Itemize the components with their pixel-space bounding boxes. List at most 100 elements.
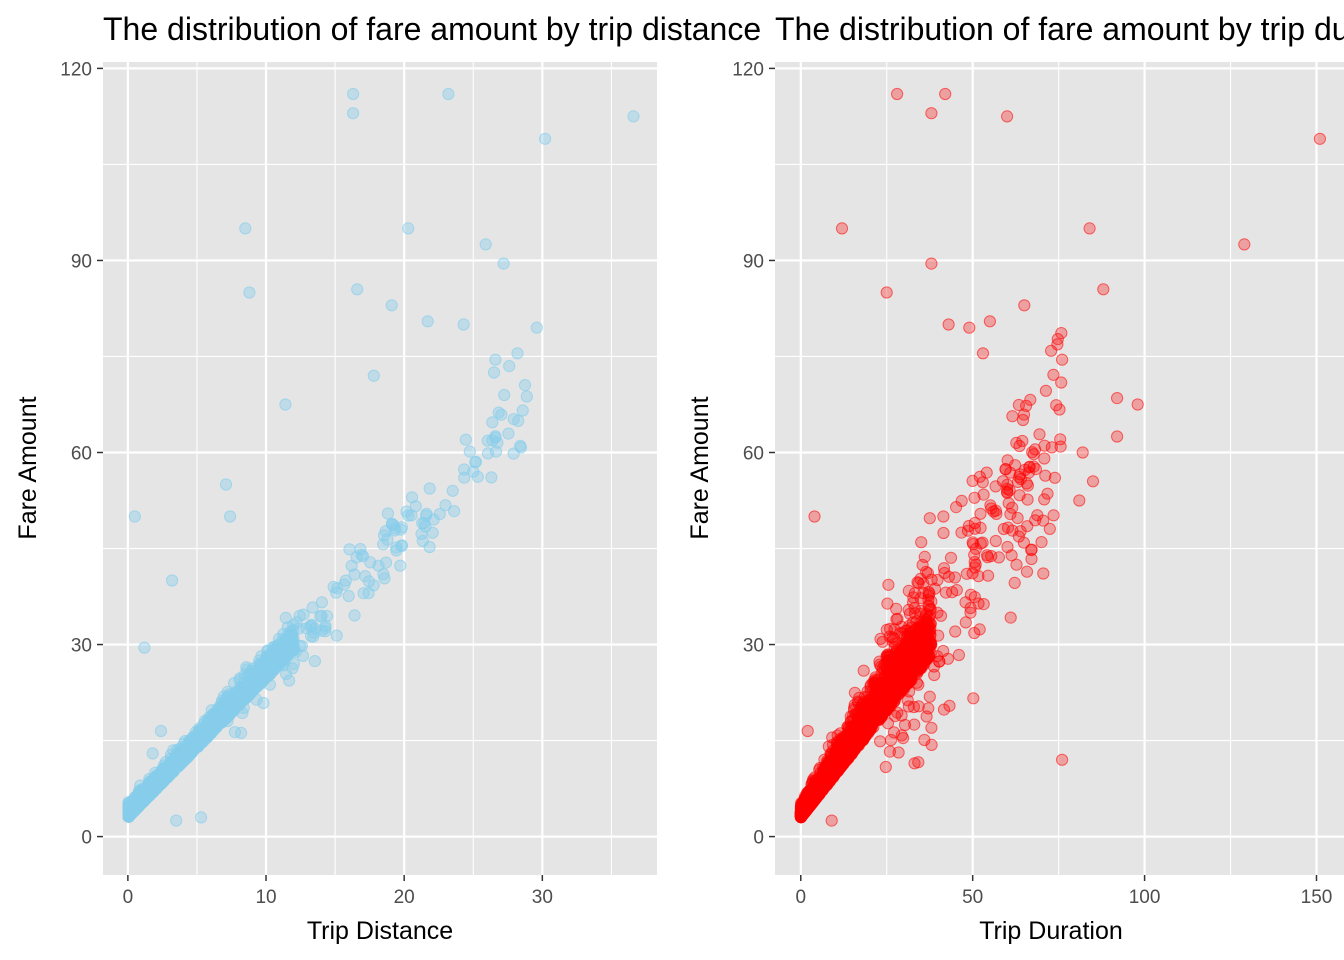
duration-point [857,664,870,677]
distance-point [261,645,274,658]
distance-point [394,559,407,572]
distance-point [199,727,212,741]
distance-point [138,641,151,654]
distance-point [170,814,183,827]
distance-point [388,522,401,535]
distance-point [226,701,239,714]
distance-y-axis-title: Fare Amount [14,396,42,539]
distance-points [122,87,640,827]
distance-point [377,568,390,581]
distance-point [418,517,431,530]
distance-point [446,484,459,497]
distance-point [266,664,280,677]
distance-point [514,441,528,454]
distance-point [459,433,472,446]
distance-x-tick-label: 10 [255,887,276,908]
distance-point [282,631,295,644]
distance-point [126,806,139,819]
distance-x-axis: 0 10 20 30 [123,875,553,908]
distance-point [421,315,434,328]
distance-point [400,505,413,518]
distance-chart-title: The distribution of fare amount by trip … [103,11,761,47]
distance-point [415,527,428,541]
distance-point [283,674,296,687]
distance-point [530,321,543,334]
distance-point [293,609,306,622]
distance-point [179,748,192,761]
distance-point [316,624,329,637]
distance-point [252,658,265,671]
distance-point [243,286,256,299]
distance-point [385,299,398,312]
distance-point [463,445,476,458]
distance-point [518,379,532,392]
distance-point [362,575,375,588]
distance-point [219,478,233,491]
distance-point [128,510,141,523]
distance-point [377,529,391,542]
distance-point [458,463,471,476]
distance-point [497,257,510,270]
distance-point [228,726,241,739]
distance-point [330,586,343,599]
distance-point [263,678,276,691]
distance-point [305,619,318,633]
distance-point [167,762,180,775]
distance-gridlines [103,62,657,875]
distance-x-tick-label: 20 [394,887,415,908]
distance-point [330,629,343,642]
distance-point [308,655,321,668]
distance-point [287,657,300,670]
distance-point [143,781,156,795]
distance-point [351,283,364,296]
distance-point [402,222,415,235]
distance-point [342,589,355,603]
distance-point [279,398,292,411]
distance-point [287,643,300,657]
distance-point [306,601,319,614]
distance-point [239,690,252,704]
distance-point [433,507,446,521]
distance-point [347,107,360,120]
distance-x-tick-label: 0 [123,887,134,908]
distance-y-tick-label: 90 [71,251,92,272]
distance-point [354,543,367,556]
distance-point [381,507,394,520]
distance-point [367,369,380,382]
distance-point [154,724,168,738]
distance-point [457,318,470,331]
distance-point [479,238,492,251]
distance-point [520,390,533,403]
distance-y-tick-label: 60 [71,443,92,464]
distance-point [489,353,502,366]
distance-point [348,568,361,581]
distance-point [347,87,360,101]
distance-point [516,404,529,417]
distance-point [512,414,525,427]
distance-point [390,541,403,554]
distance-x-axis-title: Trip Distance [307,917,453,945]
distance-point [423,482,436,495]
distance-point [236,707,249,720]
distance-point [250,693,263,706]
distance-point [498,388,511,402]
distance-point [244,678,257,691]
distance-point [495,408,508,421]
distance-point [539,132,552,145]
distance-point [279,611,292,625]
distance-point [195,811,208,824]
distance-y-tick-label: 30 [71,636,92,657]
distance-point [627,110,640,123]
distance-point [364,556,377,569]
distance-point [343,543,356,556]
distance-point [487,366,501,379]
distance-y-tick-label: 120 [60,59,92,80]
distance-point [485,471,498,484]
distance-point [503,360,516,373]
distance-point [489,430,502,443]
distance-point [357,587,370,600]
